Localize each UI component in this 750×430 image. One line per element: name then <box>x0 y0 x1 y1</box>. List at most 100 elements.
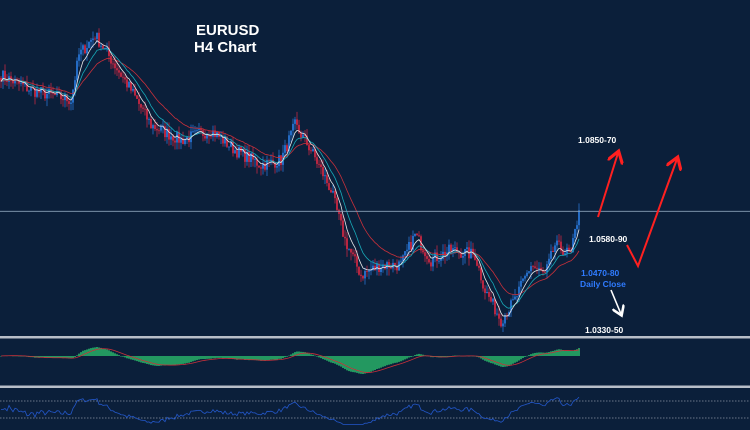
candle <box>270 159 272 161</box>
candle <box>328 183 330 190</box>
macd-bar <box>184 356 186 364</box>
candle <box>172 136 174 141</box>
macd-bar <box>308 353 310 356</box>
candle <box>126 79 128 88</box>
candle <box>124 77 126 80</box>
macd-bar <box>576 349 578 356</box>
candle <box>410 241 412 250</box>
macd-bar <box>560 349 562 356</box>
macd-bar <box>496 356 498 366</box>
candle <box>434 252 436 258</box>
macd-bar <box>544 352 546 356</box>
macd-bar <box>316 356 318 357</box>
macd-bar <box>408 356 410 358</box>
candle <box>120 72 122 77</box>
macd-bar <box>232 356 234 360</box>
candle <box>62 99 64 101</box>
candle <box>350 248 352 253</box>
candle <box>224 136 226 144</box>
candle <box>160 126 162 131</box>
candle <box>122 76 124 78</box>
candle <box>106 47 108 49</box>
macd-bar <box>374 356 376 371</box>
macd-bar <box>90 348 92 356</box>
macd-bar <box>422 354 424 356</box>
candle <box>552 250 554 253</box>
macd-bar <box>568 350 570 356</box>
candle <box>206 134 208 139</box>
candle <box>250 153 252 163</box>
macd-bar <box>344 356 346 370</box>
candle <box>226 136 228 147</box>
macd-bar <box>248 356 250 361</box>
macd-bar <box>250 356 252 360</box>
macd-bar <box>112 352 114 356</box>
macd-bar <box>394 356 396 363</box>
candle <box>394 262 396 266</box>
candle <box>4 70 6 80</box>
macd-bar <box>174 356 176 366</box>
candle <box>372 265 374 270</box>
candle <box>230 141 232 147</box>
macd-bar <box>284 356 286 358</box>
candle <box>186 136 188 140</box>
candle <box>2 70 4 82</box>
macd-bar <box>346 356 348 371</box>
candle <box>332 191 334 193</box>
candle <box>192 131 194 133</box>
candle <box>536 267 538 269</box>
macd-bar <box>518 356 520 361</box>
candle <box>294 119 296 124</box>
candle <box>360 274 362 276</box>
macd-bar <box>92 347 94 356</box>
macd-bar <box>98 347 100 356</box>
macd-bar <box>166 356 168 366</box>
arrow-up-1 <box>597 153 618 218</box>
candle <box>196 129 198 131</box>
candle <box>496 313 498 315</box>
macd-bar <box>110 351 112 356</box>
macd-bar <box>178 356 180 365</box>
candle <box>94 38 96 40</box>
candle <box>490 296 492 302</box>
macd-bar <box>130 356 132 360</box>
macd-bar <box>448 356 450 357</box>
macd-bar <box>382 356 384 367</box>
candle <box>520 280 522 287</box>
candle <box>522 278 524 281</box>
macd-bar <box>242 356 244 360</box>
candle <box>98 32 100 47</box>
candle <box>564 253 566 256</box>
macd-bar <box>236 356 238 360</box>
candle <box>562 250 564 256</box>
macd-bar <box>500 356 502 367</box>
macd-bar <box>416 354 418 356</box>
candle <box>322 167 324 177</box>
macd-bar <box>102 348 104 356</box>
macd-bar <box>530 354 532 356</box>
macd-bar <box>402 356 404 361</box>
candle <box>526 272 528 277</box>
macd-bar <box>212 356 214 359</box>
rsi-panel <box>1 396 580 425</box>
macd-bar <box>358 356 360 374</box>
macd-bar <box>66 356 68 359</box>
macd-bar <box>444 356 446 358</box>
macd-bar <box>206 356 208 359</box>
candle <box>292 123 294 131</box>
candle <box>220 136 222 137</box>
candle <box>344 236 346 239</box>
macd-bar <box>526 355 528 357</box>
macd-bar <box>106 349 108 356</box>
candle <box>418 235 420 237</box>
candle <box>54 93 56 96</box>
macd-bar <box>520 356 522 360</box>
ma-slow-line <box>0 57 580 296</box>
macd-bar <box>46 356 48 359</box>
macd-bar <box>116 354 118 356</box>
candle <box>170 136 172 140</box>
macd-bar <box>52 356 54 358</box>
macd-bar <box>296 351 298 356</box>
macd-bar <box>482 356 484 360</box>
